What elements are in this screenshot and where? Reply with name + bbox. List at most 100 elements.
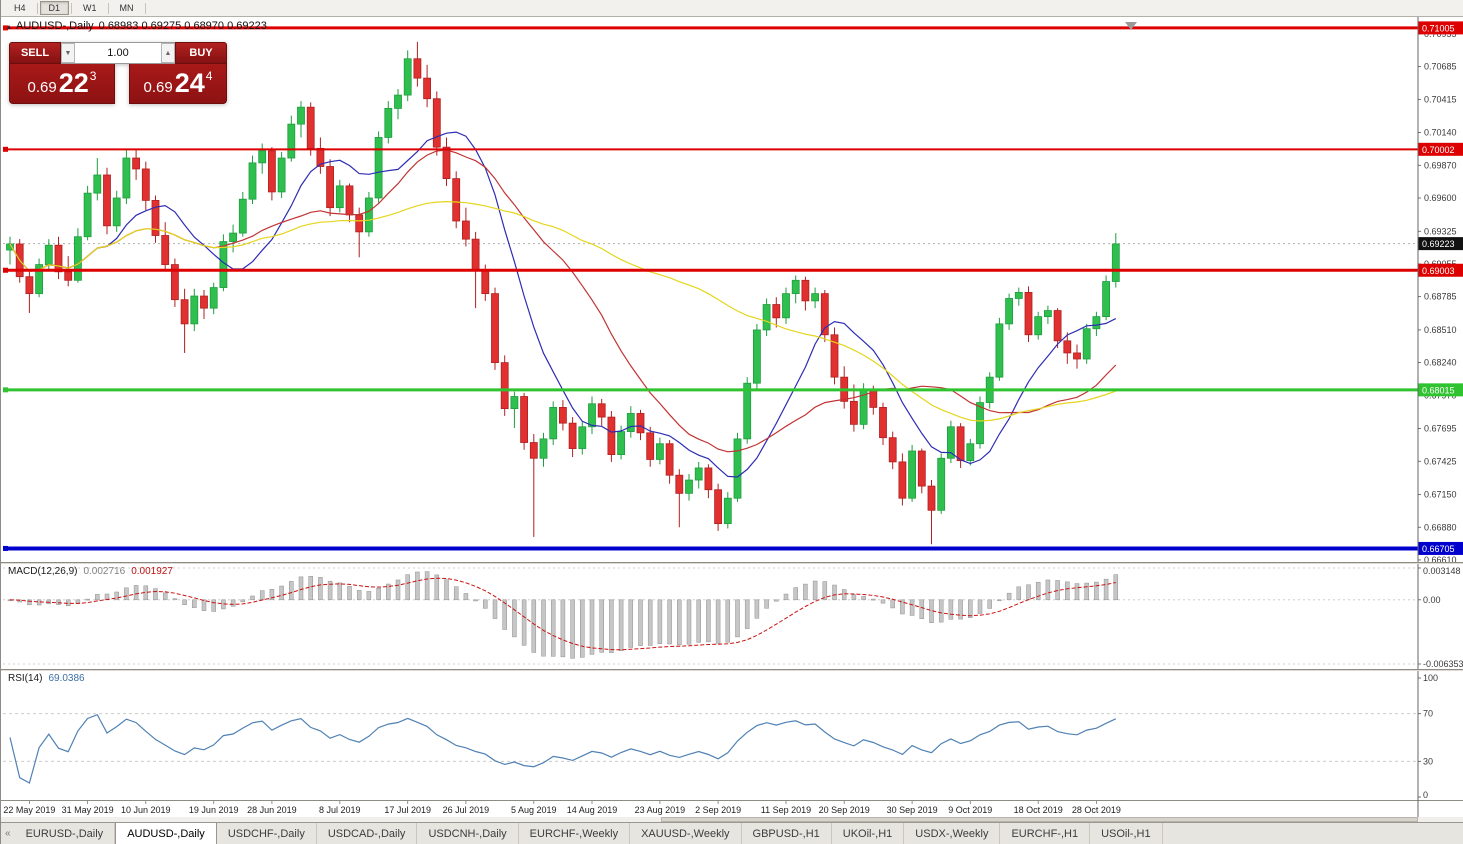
date-label: 10 Jun 2019	[121, 805, 171, 815]
date-label: 20 Sep 2019	[819, 805, 870, 815]
date-label: 5 Aug 2019	[511, 805, 557, 815]
svg-text:0.66610: 0.66610	[1424, 555, 1457, 562]
svg-text:0.68785: 0.68785	[1424, 292, 1457, 302]
toolbar-separator	[144, 2, 146, 14]
date-label: 30 Sep 2019	[887, 805, 938, 815]
svg-text:0.67150: 0.67150	[1424, 490, 1457, 500]
date-label: 26 Jul 2019	[443, 805, 490, 815]
sell-price-button[interactable]: 0.69 22 3	[9, 64, 115, 104]
date-label: 18 Oct 2019	[1014, 805, 1063, 815]
chart-tab-eurusd-daily[interactable]: EURUSD-,Daily	[15, 823, 116, 844]
chart-tab-usdcnh-daily[interactable]: USDCNH-,Daily	[417, 823, 519, 844]
svg-text:0.70140: 0.70140	[1424, 128, 1457, 138]
svg-text:0.003148: 0.003148	[1423, 566, 1461, 576]
rsi-name: RSI(14)	[8, 673, 43, 684]
date-label: 22 May 2019	[3, 805, 55, 815]
svg-text:0.68510: 0.68510	[1424, 325, 1457, 335]
rsi-chart[interactable]: 100 70 30 0	[1, 671, 1463, 800]
chart-tab-usdx-weekly[interactable]: USDX-,Weekly	[904, 823, 1001, 844]
buy-price-prefix: 0.69	[143, 79, 173, 96]
date-label: 2 Sep 2019	[695, 805, 741, 815]
price-badge	[1418, 142, 1463, 156]
level-handle	[3, 387, 8, 393]
tab-scroll-left-button[interactable]: «	[5, 828, 11, 839]
timeframe-button-w1[interactable]: W1	[74, 1, 106, 15]
chart-tab-xauusd-weekly[interactable]: XAUUSD-,Weekly	[630, 823, 742, 844]
price-badge	[1418, 383, 1463, 397]
macd-chart[interactable]: 0.003148 0.00 -0.006353	[1, 564, 1463, 669]
timeframe-button-d1[interactable]: D1	[39, 1, 70, 15]
macd-signal-value: 0.001927	[131, 566, 173, 577]
sell-price-prefix: 0.69	[27, 79, 57, 96]
horizontal-scrollbar[interactable]	[1, 817, 1463, 822]
buy-price-button[interactable]: 0.69 24 4	[129, 64, 227, 104]
chart-symbol-label: AUDUSD-,Daily	[16, 20, 94, 32]
timeframe-button-mn[interactable]: MN	[111, 1, 143, 15]
svg-text:0.66880: 0.66880	[1424, 522, 1457, 532]
candlestick-chart[interactable]: 0.709550.706850.704150.701400.698700.696…	[1, 17, 1463, 562]
svg-text:0.70685: 0.70685	[1424, 62, 1457, 72]
level-handle	[3, 267, 8, 273]
chart-tab-ukoil-h1[interactable]: UKOil-,H1	[832, 823, 905, 844]
macd-name: MACD(12,26,9)	[8, 566, 78, 577]
date-label: 11 Sep 2019	[761, 805, 811, 815]
date-label: 17 Jul 2019	[384, 805, 431, 815]
svg-text:0.66705: 0.66705	[1422, 544, 1455, 554]
date-axis: 22 May 2019 31 May 2019 10 Jun 2019 19 Jun …	[1, 800, 1463, 817]
svg-text:30: 30	[1423, 756, 1433, 766]
svg-text:0.71005: 0.71005	[1422, 23, 1455, 33]
toolbar-separator	[107, 2, 109, 14]
scrollbar-thumb[interactable]	[661, 817, 1418, 822]
chart-tab-usdcad-daily[interactable]: USDCAD-,Daily	[317, 823, 418, 844]
date-label: 9 Oct 2019	[948, 805, 992, 815]
volume-input[interactable]	[75, 43, 161, 63]
panel-separator[interactable]	[1, 669, 1463, 671]
price-badge	[1418, 263, 1463, 277]
volume-decrease-button[interactable]: ▼	[61, 43, 75, 63]
macd-panel: 0.003148 0.00 -0.006353 MACD(12,26,9) 0.00…	[1, 564, 1463, 669]
buy-button[interactable]: BUY	[175, 42, 227, 64]
sell-price-pips: 22	[58, 68, 89, 98]
sell-button[interactable]: SELL	[9, 42, 61, 64]
chart-tab-gbpusd-h1[interactable]: GBPUSD-,H1	[742, 823, 832, 844]
chart-tab-eurchf-h1[interactable]: EURCHF-,H1	[1000, 823, 1091, 844]
macd-label: MACD(12,26,9) 0.002716 0.001927	[8, 566, 173, 577]
chart-tab-audusd-daily[interactable]: AUDUSD-,Daily	[115, 823, 217, 844]
price-badge	[1418, 21, 1463, 35]
chart-ohlc-values: 0.68983 0.69275 0.68970 0.69223	[98, 20, 267, 32]
date-label: 14 Aug 2019	[567, 805, 618, 815]
svg-text:0.69600: 0.69600	[1424, 193, 1457, 203]
date-label: 28 Oct 2019	[1072, 805, 1121, 815]
one-click-panel-toggle-icon[interactable]: ▴	[7, 21, 12, 31]
svg-text:0.70002: 0.70002	[1422, 145, 1455, 155]
trade-panel-gap	[115, 64, 129, 104]
svg-text:0: 0	[1423, 790, 1428, 800]
svg-text:0.67695: 0.67695	[1424, 424, 1457, 434]
volume-increase-button[interactable]: ▲	[161, 43, 175, 63]
svg-text:0.69325: 0.69325	[1424, 226, 1457, 236]
svg-text:0.70415: 0.70415	[1424, 94, 1457, 104]
date-label: 8 Jul 2019	[319, 805, 361, 815]
chart-tab-usoil-h1[interactable]: USOil-,H1	[1090, 823, 1163, 844]
svg-text:0.00: 0.00	[1423, 595, 1441, 605]
chart-tab-usdchf-daily[interactable]: USDCHF-,Daily	[217, 823, 317, 844]
svg-text:0.69223: 0.69223	[1422, 239, 1455, 249]
candles-layer	[6, 41, 1120, 545]
main-chart-panel: 0.709550.706850.704150.701400.698700.696…	[1, 17, 1463, 562]
date-label: 31 May 2019	[62, 805, 114, 815]
chart-tab-eurchf-weekly[interactable]: EURCHF-,Weekly	[519, 823, 631, 844]
chart-shift-marker-icon[interactable]	[1125, 22, 1137, 30]
ma-50-line	[9, 200, 1116, 422]
toolbar-separator	[71, 2, 73, 14]
timeframe-button-h4[interactable]: H4	[5, 1, 35, 15]
panel-separator[interactable]	[1, 562, 1463, 564]
buy-price-point: 4	[205, 68, 213, 83]
macd-signal-line	[9, 577, 1116, 651]
date-label: 19 Jun 2019	[189, 805, 239, 815]
level-lines-layer[interactable]	[3, 25, 1418, 551]
svg-text:0.67425: 0.67425	[1424, 456, 1457, 466]
svg-text:100: 100	[1423, 673, 1438, 683]
volume-control: ▼ ▲	[61, 42, 175, 64]
svg-text:-0.006353: -0.006353	[1423, 659, 1463, 669]
